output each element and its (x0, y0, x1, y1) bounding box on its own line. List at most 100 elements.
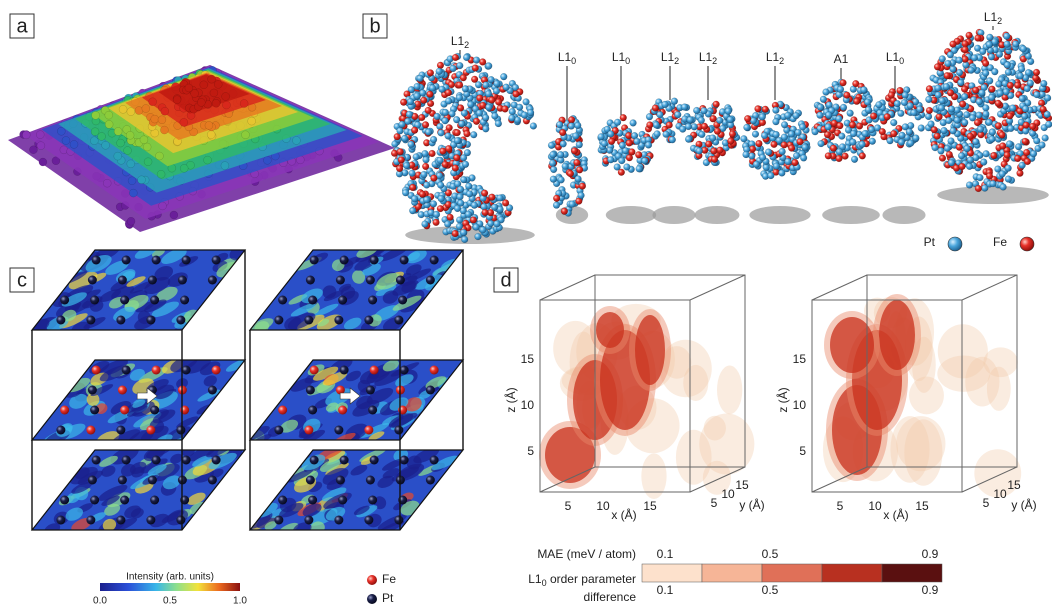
pt-atom (412, 153, 420, 161)
pt-atom (338, 295, 348, 305)
pt-atom (207, 475, 217, 485)
pt-atom (662, 130, 670, 138)
pt-atom (529, 122, 537, 130)
pt-atom (444, 220, 452, 228)
pt-atom (772, 162, 780, 170)
pt-atom (906, 102, 914, 110)
pt-atom (816, 103, 825, 111)
pt-atom (861, 129, 869, 138)
phase-label: L10 (558, 50, 576, 66)
legend-label: Pt (924, 235, 936, 249)
pt-atom (680, 103, 689, 111)
pt-atom (1004, 68, 1012, 76)
fe-atom (887, 91, 895, 99)
x-tick-label: 5 (565, 499, 572, 513)
pt-atom (150, 495, 160, 505)
pt-atom (472, 223, 480, 231)
pt-atom (409, 207, 417, 215)
fe-atom (755, 139, 763, 148)
atom (197, 98, 206, 107)
plane (250, 450, 463, 530)
fe-atom (441, 160, 449, 169)
pt-atom (980, 158, 988, 166)
phase-subscript: 2 (674, 56, 679, 66)
pt-atom (1021, 112, 1029, 120)
pt-atom (1005, 140, 1014, 148)
fe-atom (426, 69, 435, 77)
pt-atom (1044, 94, 1052, 102)
atom (247, 116, 256, 126)
x-axis-label: x (Å) (883, 507, 908, 522)
panel-label: b (369, 15, 380, 37)
pt-atom (946, 51, 954, 59)
pt-atom (751, 130, 760, 138)
colorbar-tick: 0.5 (762, 583, 779, 597)
pt-atom (792, 152, 801, 160)
pt-atom (811, 128, 819, 136)
pt-atom (998, 170, 1006, 178)
pt-atom (121, 255, 131, 265)
panel-label: a (16, 15, 28, 37)
phase-name: L1 (661, 50, 675, 64)
fe-atom (709, 115, 717, 123)
phase-label: L12 (984, 10, 1002, 26)
isosurface (879, 300, 915, 370)
atom (126, 107, 136, 116)
pt-atom (970, 54, 978, 62)
pt-atom (709, 134, 717, 142)
atom (126, 216, 136, 226)
atom (213, 80, 223, 89)
pt-atom (863, 98, 872, 106)
pt-atom (492, 87, 501, 95)
pt-atom (207, 275, 217, 285)
pt-atom (552, 201, 561, 209)
fe-atom (727, 137, 735, 145)
atom (220, 161, 230, 170)
pt-atom (150, 295, 160, 305)
fe-atom (566, 170, 575, 178)
fe-atom (973, 119, 982, 127)
fe-atom (1022, 121, 1030, 129)
pt-atom (305, 385, 315, 395)
pt-atom (90, 295, 100, 305)
pt-atom (432, 210, 441, 219)
x-axis-label: x (Å) (611, 507, 636, 522)
pt-atom (988, 93, 996, 102)
fe-atom (400, 98, 408, 106)
pt-atom (423, 196, 431, 204)
pt-atom (87, 385, 97, 395)
pt-atom (177, 275, 187, 285)
pt-atom (684, 135, 693, 143)
pt-atom (996, 89, 1004, 97)
fe-atom (396, 148, 404, 156)
pt-atom (740, 135, 748, 143)
pt-atom (924, 112, 933, 121)
shadow (882, 206, 926, 224)
pt-atom (549, 175, 557, 183)
pt-atom (116, 425, 126, 435)
atom (127, 176, 137, 186)
pt-atom (986, 77, 994, 85)
pt-atom (635, 165, 643, 173)
fe-atom (451, 164, 459, 172)
fe-atom (974, 34, 982, 42)
pt-atom (645, 113, 654, 121)
pt-atom (927, 120, 935, 128)
pt-atom (767, 171, 775, 180)
fe-atom (60, 405, 70, 415)
pt-atom (180, 295, 190, 305)
pt-atom (957, 152, 966, 160)
pt-atom (461, 160, 470, 168)
fe-atom (925, 106, 933, 115)
pt-atom (700, 107, 708, 115)
fe-atom (788, 144, 796, 152)
pt-atom (629, 119, 637, 127)
pt-atom (759, 153, 767, 162)
pt-atom (116, 315, 126, 325)
pt-atom (414, 121, 422, 129)
fe-atom (985, 172, 994, 180)
pt-atom (644, 141, 653, 149)
pt-atom (886, 137, 894, 145)
pt-atom (416, 74, 424, 82)
fe-atom (444, 89, 452, 97)
